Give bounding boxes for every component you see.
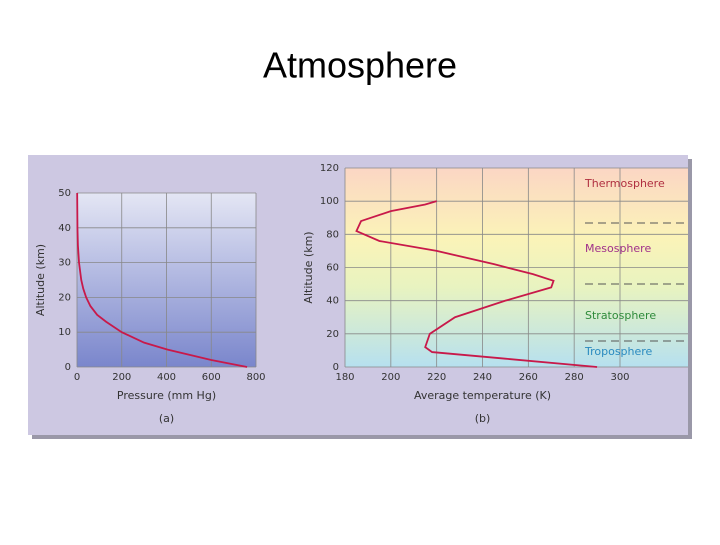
x-tick-label: 400 — [157, 372, 176, 383]
caption: (b) — [475, 412, 491, 425]
x-tick-label: 300 — [610, 372, 629, 383]
x-tick-label: 600 — [202, 372, 221, 383]
x-axis-label: Pressure (mm Hg) — [117, 389, 216, 402]
y-tick-label: 10 — [58, 327, 71, 338]
layer-label: Troposphere — [584, 345, 653, 358]
data-line — [76, 192, 248, 368]
x-tick-label: 0 — [74, 372, 80, 383]
slide-title: Atmosphere — [263, 45, 457, 86]
x-axis-label: Average temperature (K) — [414, 389, 551, 402]
y-tick-label: 40 — [326, 296, 339, 307]
layer-dividers — [585, 222, 688, 342]
y-tick-label: 40 — [58, 223, 71, 234]
layer-label: Mesosphere — [585, 242, 651, 255]
y-tick-label: 0 — [333, 362, 339, 373]
x-tick-label: 240 — [473, 372, 492, 383]
y-tick-label: 0 — [65, 362, 71, 373]
x-tick-label: 260 — [519, 372, 538, 383]
x-tick-label: 280 — [565, 372, 584, 383]
y-tick-label: 30 — [58, 258, 71, 269]
caption: (a) — [159, 412, 174, 425]
x-tick-label: 200 — [112, 372, 131, 383]
x-tick-label: 180 — [335, 372, 354, 383]
y-axis-label: Altitude (km) — [302, 231, 315, 303]
y-tick-label: 80 — [326, 229, 339, 240]
y-tick-label: 50 — [58, 188, 71, 199]
y-tick-label: 60 — [326, 263, 339, 274]
data-line — [355, 200, 598, 368]
x-tick-label: 800 — [246, 372, 265, 383]
x-tick-label: 220 — [427, 372, 446, 383]
layer-label: Stratosphere — [585, 309, 656, 322]
y-tick-label: 20 — [326, 329, 339, 340]
y-axis-label: Altitude (km) — [34, 244, 47, 316]
x-tick-label: 200 — [381, 372, 400, 383]
layer-label: Thermosphere — [584, 177, 665, 190]
y-tick-label: 120 — [320, 163, 339, 174]
y-tick-label: 20 — [58, 292, 71, 303]
y-tick-label: 100 — [320, 196, 339, 207]
